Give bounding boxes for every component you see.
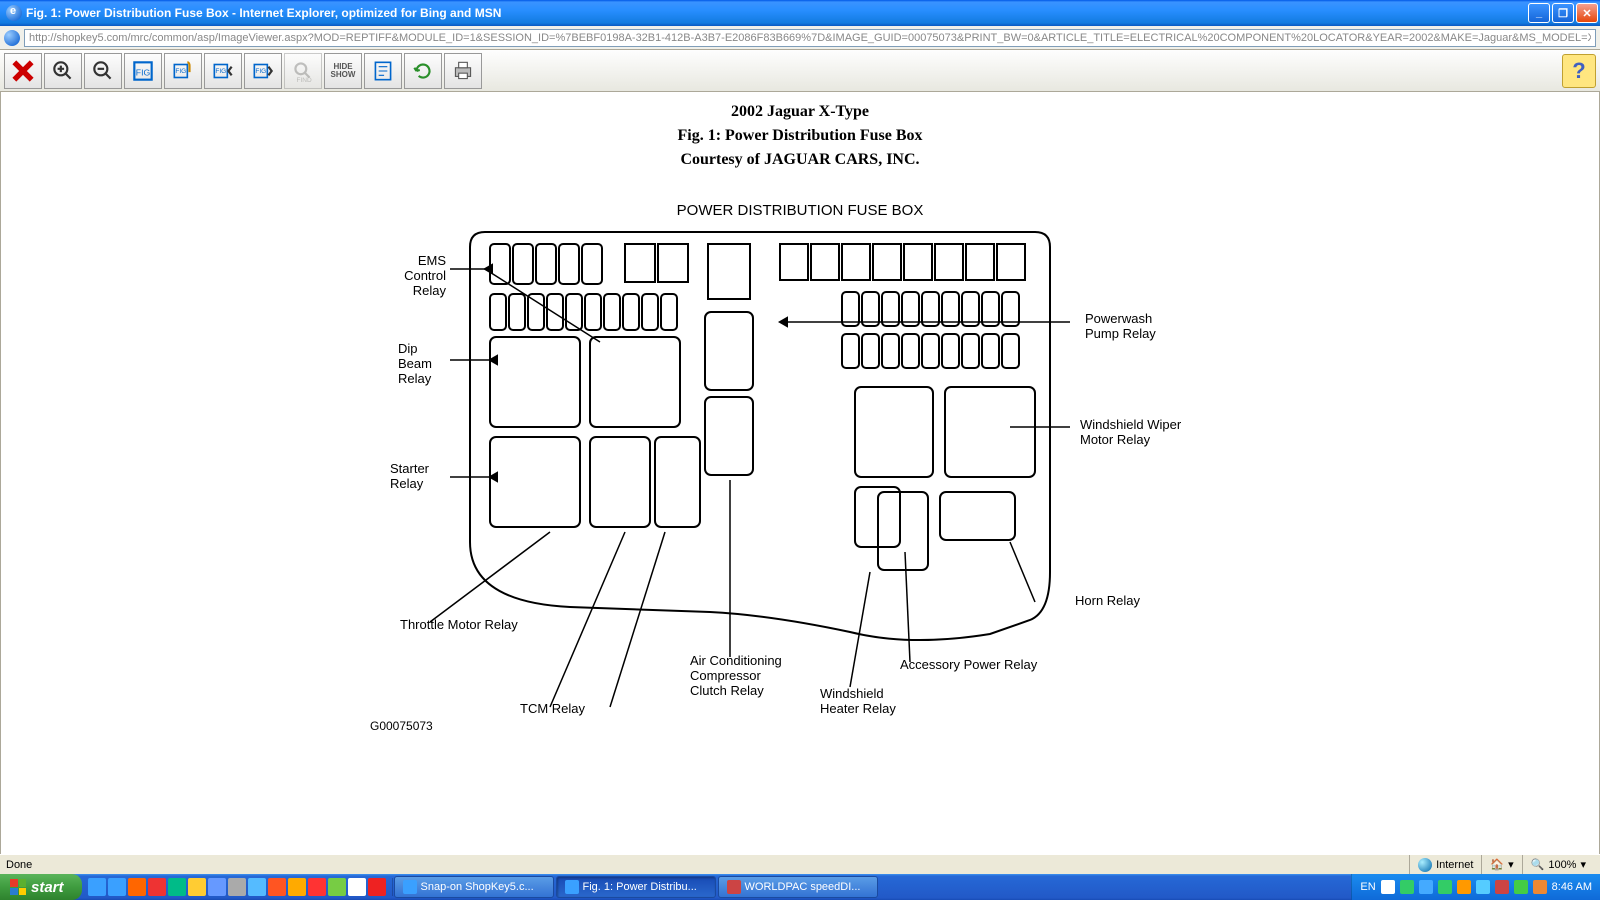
label-tcm: TCM Relay — [520, 702, 585, 717]
svg-text:FIND: FIND — [297, 76, 312, 83]
tray-icon[interactable] — [1438, 880, 1452, 894]
window-title: Fig. 1: Power Distribution Fuse Box - In… — [26, 6, 1528, 20]
label-image-id: G00075073 — [370, 720, 433, 734]
svg-text:FIG: FIG — [175, 68, 186, 75]
label-dip: Dip Beam Relay — [398, 342, 432, 387]
ql-icon[interactable] — [168, 878, 186, 896]
start-button[interactable]: start — [0, 874, 82, 900]
status-extra[interactable]: 🏠▾ — [1481, 855, 1521, 874]
heading-line1: 2002 Jaguar X-Type — [1, 100, 1599, 124]
content-area: 2002 Jaguar X-Type Fig. 1: Power Distrib… — [0, 92, 1600, 858]
minimize-button[interactable]: _ — [1528, 3, 1550, 23]
taskbar-task[interactable]: WORLDPAC speedDI... — [718, 876, 878, 898]
ql-icon[interactable] — [228, 878, 246, 896]
heading-line2: Fig. 1: Power Distribution Fuse Box — [1, 124, 1599, 148]
ql-icon[interactable] — [348, 878, 366, 896]
maximize-button[interactable]: ❐ — [1552, 3, 1574, 23]
taskbar-task[interactable]: Fig. 1: Power Distribu... — [556, 876, 716, 898]
lang-indicator[interactable]: EN — [1360, 881, 1375, 893]
tray-icon[interactable] — [1381, 880, 1395, 894]
label-accessory: Accessory Power Relay — [900, 658, 1037, 673]
ql-icon[interactable] — [188, 878, 206, 896]
fig-hand-button[interactable]: FIG — [164, 53, 202, 89]
fig-prev-button[interactable]: FIG — [204, 53, 242, 89]
ql-icon[interactable] — [148, 878, 166, 896]
system-tray: EN 8:46 AM — [1351, 874, 1600, 900]
label-wiper: Windshield Wiper Motor Relay — [1080, 418, 1181, 448]
ql-icon[interactable] — [128, 878, 146, 896]
ql-icon[interactable] — [308, 878, 326, 896]
taskbar-task[interactable]: Snap-on ShopKey5.c... — [394, 876, 554, 898]
window-titlebar: Fig. 1: Power Distribution Fuse Box - In… — [0, 0, 1600, 26]
label-heater: Windshield Heater Relay — [820, 687, 896, 717]
label-powerwash: Powerwash Pump Relay — [1085, 312, 1156, 342]
ql-icon[interactable] — [208, 878, 226, 896]
globe-icon — [1418, 858, 1432, 872]
hide-show-button[interactable]: HIDE SHOW — [324, 53, 362, 89]
ql-icon[interactable] — [88, 878, 106, 896]
label-starter: Starter Relay — [390, 462, 429, 492]
status-bar: Done Internet 🏠▾ 🔍100%▾ — [0, 854, 1600, 874]
ie-icon — [6, 5, 22, 21]
ql-icon[interactable] — [328, 878, 346, 896]
help-button[interactable]: ? — [1562, 54, 1596, 88]
tray-icon[interactable] — [1419, 880, 1433, 894]
zoom-control[interactable]: 🔍100%▾ — [1522, 855, 1594, 874]
tray-icon[interactable] — [1476, 880, 1490, 894]
ql-icon[interactable] — [108, 878, 126, 896]
refresh-button[interactable] — [404, 53, 442, 89]
ql-icon[interactable] — [288, 878, 306, 896]
svg-text:FIG: FIG — [215, 68, 226, 75]
zoom-out-button[interactable] — [84, 53, 122, 89]
diagram: POWER DISTRIBUTION FUSE BOX — [350, 202, 1250, 782]
find-button[interactable]: FIND — [284, 53, 322, 89]
ql-icon[interactable] — [268, 878, 286, 896]
taskbar: start Snap-on ShopKey5.c...Fig. 1: Power… — [0, 874, 1600, 900]
address-bar — [0, 26, 1600, 50]
heading-line3: Courtesy of JAGUAR CARS, INC. — [1, 148, 1599, 172]
windows-logo-icon — [10, 879, 26, 895]
label-horn: Horn Relay — [1075, 594, 1140, 609]
label-throttle: Throttle Motor Relay — [400, 618, 518, 633]
task-buttons: Snap-on ShopKey5.c...Fig. 1: Power Distr… — [393, 876, 879, 898]
clock[interactable]: 8:46 AM — [1552, 881, 1592, 893]
tray-icon[interactable] — [1533, 880, 1547, 894]
status-text: Done — [6, 859, 1409, 871]
fig-button[interactable]: FIG — [124, 53, 162, 89]
quick-launch — [82, 878, 393, 896]
zoom-in-button[interactable] — [44, 53, 82, 89]
svg-text:FIG: FIG — [255, 68, 266, 75]
note-button[interactable] — [364, 53, 402, 89]
url-input[interactable] — [24, 29, 1596, 47]
close-button[interactable]: ✕ — [1576, 3, 1598, 23]
svg-text:FIG: FIG — [136, 67, 151, 77]
tray-icon[interactable] — [1400, 880, 1414, 894]
diagram-title: POWER DISTRIBUTION FUSE BOX — [350, 202, 1250, 219]
toolbar: FIG FIG FIG FIG FIND HIDE SHOW ? — [0, 50, 1600, 92]
security-zone: Internet — [1409, 855, 1481, 874]
close-x-button[interactable] — [4, 53, 42, 89]
label-ac: Air Conditioning Compressor Clutch Relay — [690, 654, 782, 699]
tray-icon[interactable] — [1457, 880, 1471, 894]
ql-icon[interactable] — [248, 878, 266, 896]
ql-icon[interactable] — [368, 878, 386, 896]
page-icon — [4, 30, 20, 46]
fuse-box-svg — [350, 202, 1250, 782]
fig-next-button[interactable]: FIG — [244, 53, 282, 89]
print-button[interactable] — [444, 53, 482, 89]
tray-icon[interactable] — [1495, 880, 1509, 894]
tray-icon[interactable] — [1514, 880, 1528, 894]
label-ems: EMS Control Relay — [386, 254, 446, 299]
